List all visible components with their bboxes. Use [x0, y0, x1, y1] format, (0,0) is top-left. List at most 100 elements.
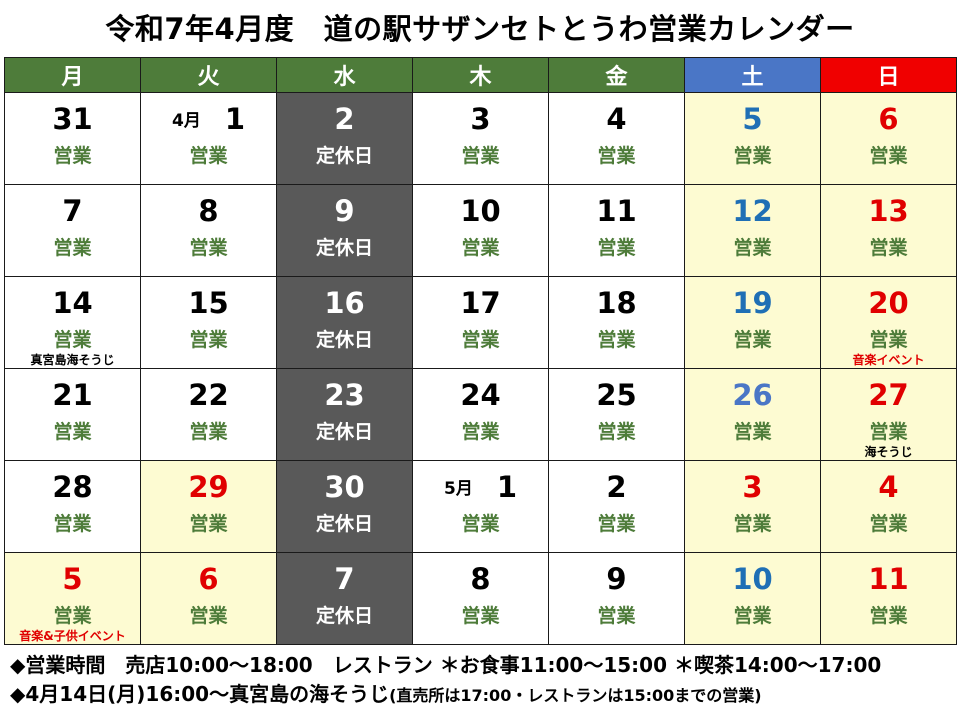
day-value: 17 — [460, 286, 501, 320]
calendar-day-cell: 5 営業 音楽&子供イベント — [4, 552, 141, 645]
closed-day-label: 定休日 — [315, 605, 373, 627]
day-value: 27 — [868, 378, 909, 412]
event-note-detail: (直売所は17:00・レストランは15:00までの営業) — [389, 686, 762, 705]
day-value: 5 — [742, 102, 763, 136]
calendar-day-cell: 31 営業 — [4, 92, 141, 185]
open-status-label: 営業 — [189, 237, 228, 259]
calendar-table: 月 火 水 木 金 土 日 31 営業 4月 1 営業 2 定休日 3 営業 4 営業 5 営業 6 営業 7… — [4, 57, 957, 645]
day-number: 25 — [549, 379, 684, 411]
weekday-header-row: 月 火 水 木 金 土 日 — [4, 57, 957, 93]
open-status-label: 営業 — [461, 605, 500, 627]
day-number: 22 — [141, 379, 276, 411]
closed-day-label: 定休日 — [315, 145, 373, 167]
day-value: 3 — [742, 470, 763, 504]
day-number: 3 — [685, 471, 820, 503]
open-status-label: 営業 — [733, 237, 772, 259]
day-number: 15 — [141, 287, 276, 319]
weekday-thu: 木 — [412, 57, 549, 93]
day-value: 11 — [596, 194, 637, 228]
day-value: 10 — [460, 194, 501, 228]
calendar-day-cell: 8 営業 — [140, 184, 277, 277]
calendar-day-cell: 6 営業 — [820, 92, 957, 185]
day-number: 21 — [5, 379, 140, 411]
day-value: 24 — [460, 378, 501, 412]
calendar-day-cell: 7 定休日 — [276, 552, 413, 645]
calendar-day-cell: 16 定休日 — [276, 276, 413, 369]
open-status-label: 営業 — [869, 605, 908, 627]
day-number: 24 — [413, 379, 548, 411]
day-number: 11 — [549, 195, 684, 227]
day-value: 19 — [732, 286, 773, 320]
day-value: 5 — [62, 562, 83, 596]
day-value: 18 — [596, 286, 637, 320]
day-value: 1 — [224, 102, 246, 136]
open-status-label: 営業 — [597, 605, 636, 627]
day-value: 14 — [52, 286, 93, 320]
open-status-label: 営業 — [733, 421, 772, 443]
day-number: 3 — [413, 103, 548, 135]
calendar-day-cell: 13 営業 — [820, 184, 957, 277]
day-number: 31 — [5, 103, 140, 135]
day-value: 6 — [878, 102, 899, 136]
open-status-label: 営業 — [189, 145, 228, 167]
calendar-day-cell: 20 営業 音楽イベント — [820, 276, 957, 369]
day-number: 29 — [141, 471, 276, 503]
day-value: 7 — [62, 194, 83, 228]
weekday-sat: 土 — [684, 57, 821, 93]
day-number: 4 — [821, 471, 956, 503]
event-label: 真宮島海そうじ — [30, 353, 115, 367]
event-label: 音楽&子供イベント — [19, 629, 126, 643]
day-value: 26 — [732, 378, 773, 412]
weekday-tue: 火 — [140, 57, 277, 93]
calendar-day-cell: 3 営業 — [684, 460, 821, 553]
calendar-week-row: 28 営業 29 営業 30 定休日 5月 1 営業 2 営業 3 営業 4 営業 — [4, 460, 957, 553]
day-number: 4月 1 — [141, 103, 276, 140]
closed-day-label: 定休日 — [315, 329, 373, 351]
day-number: 23 — [277, 379, 412, 411]
closed-day-label: 定休日 — [315, 421, 373, 443]
open-status-label: 営業 — [597, 513, 636, 535]
month-label: 4月 — [171, 111, 201, 131]
calendar-week-row: 5 営業 音楽&子供イベント 6 営業 7 定休日 8 営業 9 営業 10 営業 11 営業 — [4, 552, 957, 645]
day-value: 16 — [324, 286, 365, 320]
day-number: 26 — [685, 379, 820, 411]
open-status-label: 営業 — [733, 145, 772, 167]
calendar-day-cell: 10 営業 — [684, 552, 821, 645]
calendar-day-cell: 28 営業 — [4, 460, 141, 553]
day-value: 15 — [188, 286, 229, 320]
day-value: 8 — [470, 562, 491, 596]
day-value: 9 — [334, 194, 355, 228]
day-value: 4 — [606, 102, 627, 136]
calendar-day-cell: 24 営業 — [412, 368, 549, 461]
day-value: 1 — [496, 470, 518, 504]
calendar-day-cell: 5 営業 — [684, 92, 821, 185]
business-hours-note: ◆営業時間 売店10:00～18:00 レストラン ＊お食事11:00～15:0… — [10, 653, 882, 677]
day-number: 5 — [5, 563, 140, 595]
weekday-wed: 水 — [276, 57, 413, 93]
calendar-day-cell: 4 営業 — [820, 460, 957, 553]
day-value: 20 — [868, 286, 909, 320]
day-value: 21 — [52, 378, 93, 412]
day-value: 25 — [596, 378, 637, 412]
closed-day-label: 定休日 — [315, 237, 373, 259]
calendar-day-cell: 15 営業 — [140, 276, 277, 369]
day-value: 30 — [324, 470, 365, 504]
open-status-label: 営業 — [461, 329, 500, 351]
day-value: 9 — [606, 562, 627, 596]
calendar-week-row: 21 営業 22 営業 23 定休日 24 営業 25 営業 26 営業 27 営業 海そうじ — [4, 368, 957, 461]
open-status-label: 営業 — [597, 329, 636, 351]
calendar-day-cell: 5月 1 営業 — [412, 460, 549, 553]
day-value: 28 — [52, 470, 93, 504]
day-number: 8 — [141, 195, 276, 227]
day-number: 9 — [277, 195, 412, 227]
day-number: 8 — [413, 563, 548, 595]
open-status-label: 営業 — [53, 513, 92, 535]
open-status-label: 営業 — [189, 421, 228, 443]
day-number: 11 — [821, 563, 956, 595]
open-status-label: 営業 — [461, 421, 500, 443]
open-status-label: 営業 — [869, 237, 908, 259]
calendar-week-row: 14 営業 真宮島海そうじ 15 営業 16 定休日 17 営業 18 営業 19 営業 20 営業 音楽イベ… — [4, 276, 957, 369]
open-status-label: 営業 — [53, 329, 92, 351]
day-value: 29 — [188, 470, 229, 504]
event-note: ◆4月14日(月)16:00～真宮島の海そうじ(直売所は17:00・レストランは… — [10, 681, 955, 709]
